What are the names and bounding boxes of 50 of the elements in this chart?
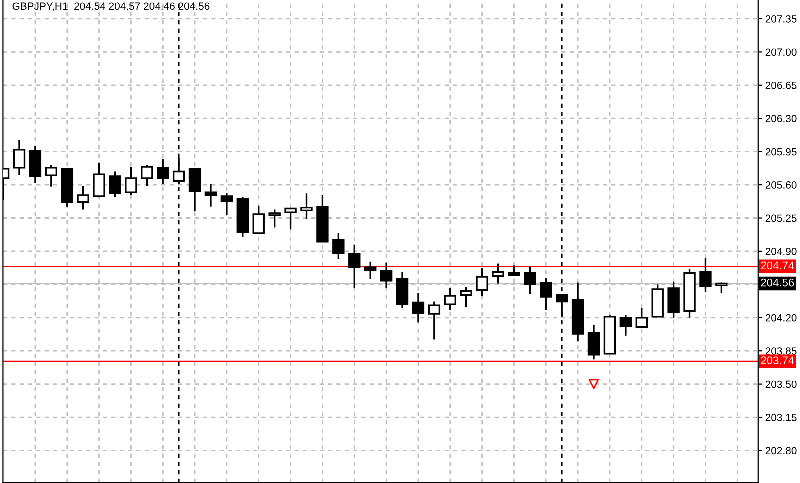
candlestick bbox=[204, 183, 218, 208]
y-tick-label: 206.65 bbox=[766, 82, 797, 90]
candlestick bbox=[300, 192, 313, 220]
candlestick bbox=[380, 262, 393, 290]
candlestick bbox=[332, 232, 345, 260]
y-tick-label: 206.30 bbox=[766, 115, 797, 122]
ref-line-label: 204.74 bbox=[761, 262, 794, 270]
candlestick bbox=[157, 158, 170, 185]
candlestick bbox=[556, 294, 568, 318]
y-tick-label: 204.90 bbox=[766, 248, 797, 256]
candlestick bbox=[348, 244, 361, 290]
candlestick bbox=[268, 208, 281, 229]
candlestick bbox=[220, 192, 234, 216]
candlestick bbox=[13, 140, 26, 176]
candlestick bbox=[364, 261, 377, 280]
y-tick-label: 203.50 bbox=[766, 380, 797, 388]
candlestick bbox=[636, 308, 648, 330]
y-tick-label: 203.85 bbox=[766, 348, 797, 355]
candlestick bbox=[428, 300, 441, 341]
y-tick-label: 202.80 bbox=[766, 447, 797, 455]
candlestick bbox=[412, 292, 425, 324]
y-tick-label: 205.60 bbox=[766, 182, 797, 189]
candlestick bbox=[125, 166, 138, 196]
candlestick bbox=[524, 266, 536, 295]
candlestick bbox=[668, 280, 680, 319]
candlestick bbox=[460, 286, 472, 308]
candlestick bbox=[700, 257, 712, 294]
y-tick-label: 203.15 bbox=[766, 414, 797, 422]
candlestick bbox=[77, 185, 90, 211]
chart-title: GBPJPY,H1 204.54 204.57 204.46 204.56 bbox=[12, 2, 210, 12]
candlestick bbox=[141, 164, 154, 187]
candlestick bbox=[444, 288, 456, 312]
candlestick bbox=[492, 262, 504, 285]
candlestick bbox=[93, 162, 106, 198]
candlestick bbox=[540, 277, 552, 312]
candlestick bbox=[476, 268, 488, 297]
candlestick bbox=[188, 168, 202, 212]
ref-line-label: 204.56 bbox=[761, 278, 794, 287]
ref-line-label: 203.74 bbox=[761, 356, 794, 365]
candlestick bbox=[252, 205, 265, 236]
y-tick-label: 205.25 bbox=[766, 214, 797, 222]
candlestick bbox=[620, 314, 632, 337]
y-tick-label: 204.20 bbox=[766, 314, 797, 322]
y-tick-label: 205.95 bbox=[766, 148, 797, 156]
candlestick bbox=[588, 324, 600, 360]
y-tick-label: 207.00 bbox=[766, 48, 797, 56]
candlestick bbox=[284, 208, 297, 230]
candlestick bbox=[45, 164, 58, 188]
y-tick-label: 207.35 bbox=[766, 15, 797, 23]
candlestick bbox=[109, 170, 122, 198]
